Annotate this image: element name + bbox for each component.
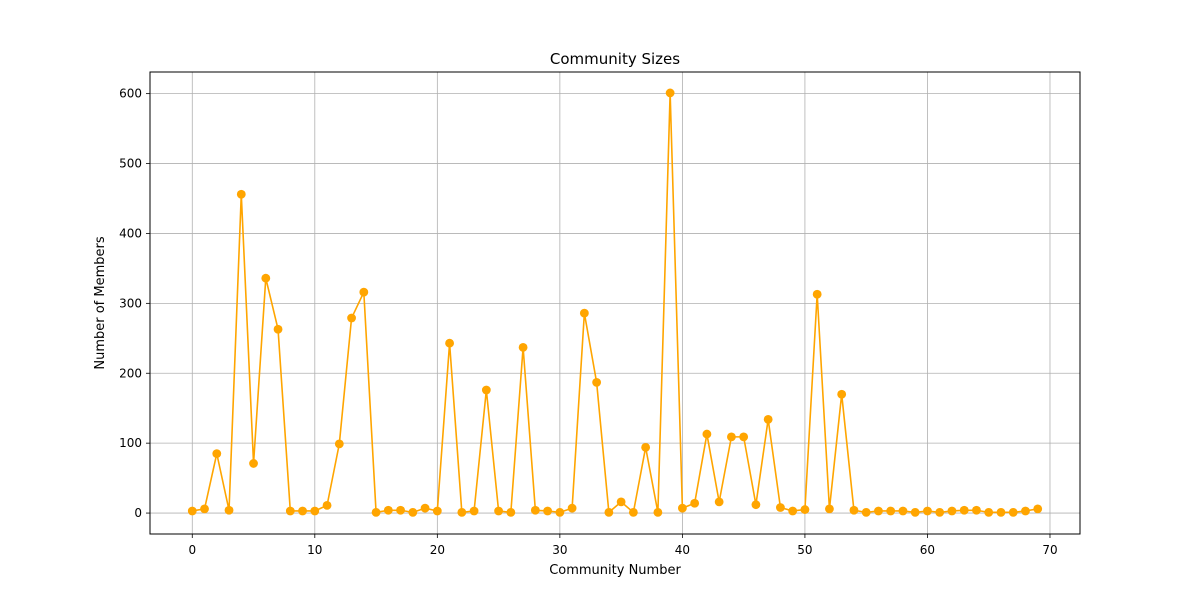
- data-point: [432, 506, 442, 516]
- data-point: [604, 507, 614, 517]
- data-point: [910, 507, 920, 517]
- data-point: [200, 504, 209, 514]
- data-point: [1008, 507, 1018, 517]
- data-point: [420, 503, 430, 513]
- y-tick-label: 100: [119, 436, 142, 450]
- data-point: [212, 449, 222, 459]
- data-point: [555, 507, 565, 517]
- data-point: [616, 497, 626, 507]
- x-axis-ticks: 0 10 20 30 40 50 60 70: [188, 534, 1058, 557]
- data-point: [383, 505, 393, 515]
- data-point: [763, 414, 773, 424]
- data-point: [628, 507, 638, 517]
- data-point: [187, 506, 197, 516]
- y-tick-label: 500: [119, 157, 142, 171]
- data-point: [567, 503, 577, 513]
- data-point: [310, 506, 320, 516]
- data-point: [935, 507, 945, 517]
- data-point: [825, 504, 834, 514]
- data-point: [285, 506, 295, 516]
- data-point: [727, 432, 736, 442]
- data-point: [923, 506, 932, 516]
- data-point: [849, 505, 859, 515]
- data-point: [506, 507, 516, 517]
- data-point: [543, 506, 553, 516]
- data-point: [837, 389, 847, 399]
- data-point: [224, 505, 234, 515]
- data-point: [469, 506, 479, 516]
- data-point: [665, 88, 675, 98]
- chart-title: Community Sizes: [550, 50, 680, 68]
- data-point: [959, 505, 969, 515]
- data-point: [800, 505, 810, 514]
- data-point: [530, 505, 540, 515]
- data-point: [702, 429, 712, 439]
- data-point: [261, 273, 271, 283]
- data-point: [996, 507, 1006, 517]
- data-point: [898, 506, 908, 516]
- x-axis-label: Community Number: [549, 563, 681, 578]
- data-point: [273, 324, 283, 334]
- x-tick-label: 70: [1042, 543, 1057, 557]
- y-tick-label: 0: [134, 506, 142, 520]
- data-point: [641, 442, 651, 452]
- data-point: [298, 506, 307, 516]
- x-tick-label: 0: [188, 543, 196, 557]
- data-point: [984, 507, 994, 517]
- data-point: [874, 506, 883, 516]
- y-tick-label: 300: [119, 296, 142, 310]
- y-tick-label: 200: [119, 366, 142, 380]
- data-point: [972, 505, 981, 515]
- y-axis-label: Number of Members: [93, 236, 108, 369]
- y-tick-label: 400: [119, 226, 142, 240]
- x-tick-label: 60: [920, 543, 935, 557]
- data-point: [236, 189, 246, 199]
- data-point: [714, 497, 724, 507]
- data-point: [1021, 506, 1030, 516]
- data-point: [396, 505, 405, 515]
- data-point: [359, 287, 369, 297]
- data-point: [347, 313, 356, 323]
- data-point: [947, 506, 957, 516]
- data-point: [886, 506, 896, 516]
- data-point: [739, 432, 749, 442]
- x-tick-label: 20: [430, 543, 445, 557]
- x-tick-label: 10: [307, 543, 322, 557]
- data-series: [187, 88, 1043, 517]
- data-point: [653, 507, 663, 517]
- data-point: [1033, 504, 1043, 514]
- data-point: [371, 507, 381, 517]
- y-axis-ticks: 0 100 200 300 400 500 600: [119, 87, 150, 520]
- data-point: [812, 289, 822, 299]
- data-point: [788, 506, 798, 516]
- data-point: [334, 439, 344, 449]
- data-point: [518, 342, 528, 352]
- data-point: [690, 498, 700, 508]
- data-point: [776, 503, 785, 512]
- data-point: [592, 377, 602, 387]
- data-point: [249, 459, 258, 468]
- data-point: [677, 503, 687, 513]
- data-point: [494, 506, 503, 516]
- data-point: [481, 385, 491, 395]
- data-point: [408, 507, 418, 517]
- data-point: [579, 308, 589, 318]
- data-point: [751, 500, 761, 510]
- x-tick-label: 50: [797, 543, 812, 557]
- data-point: [457, 507, 467, 517]
- data-point: [445, 338, 454, 348]
- data-point: [861, 507, 871, 517]
- series-line: [192, 92, 1038, 514]
- x-tick-label: 40: [675, 543, 690, 557]
- x-tick-label: 30: [552, 543, 567, 557]
- grid: [150, 72, 1080, 534]
- y-tick-label: 600: [119, 87, 142, 101]
- data-point: [322, 500, 332, 510]
